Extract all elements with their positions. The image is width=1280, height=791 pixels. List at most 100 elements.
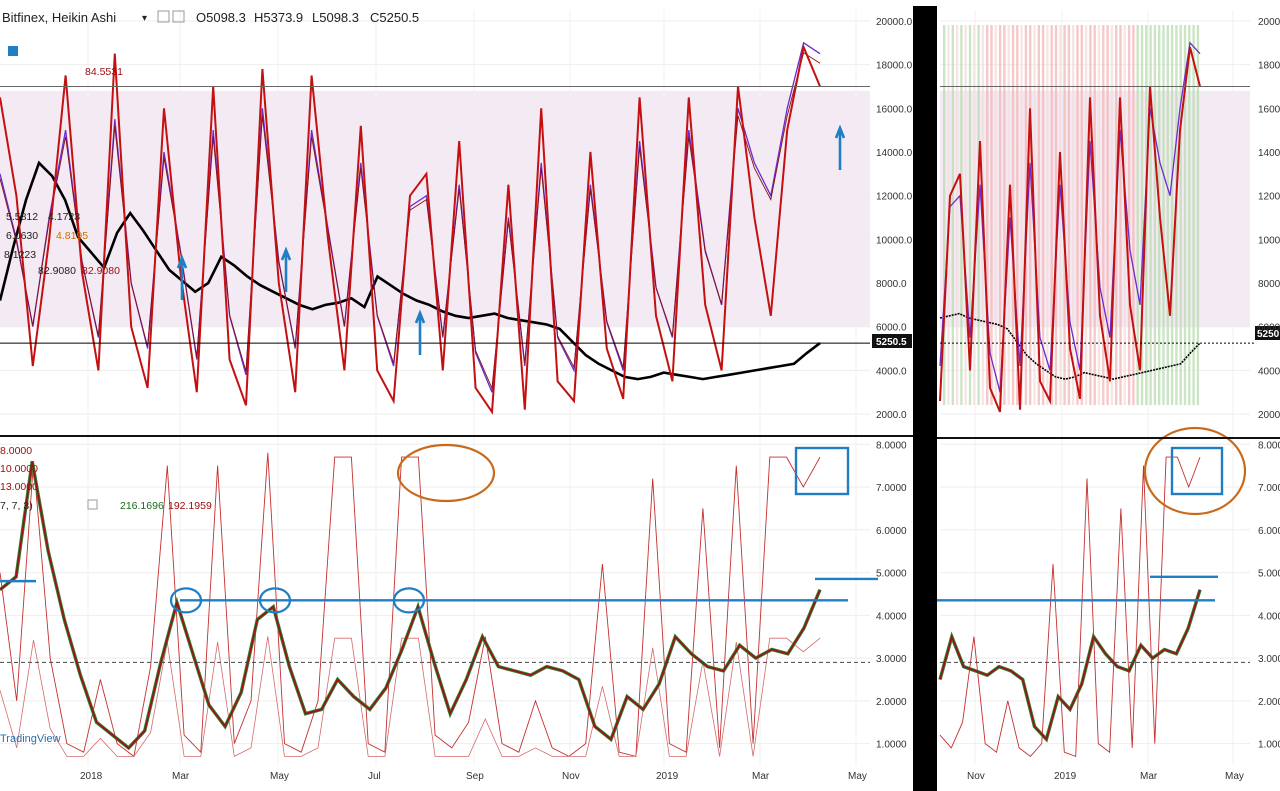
y-tick-label-top-left: 18000.0	[876, 61, 913, 72]
y-tick-label-bottom-left: 3.0000	[876, 654, 907, 665]
right-histogram-bar	[1140, 25, 1144, 405]
x-tick-label-right: Nov	[967, 771, 985, 782]
blue-box-highlight-left	[794, 446, 850, 496]
high-value: H5373.9	[254, 10, 303, 25]
right-histogram-bar	[1183, 25, 1187, 405]
y-tick-label-top-left: 4000.0	[876, 366, 907, 377]
y-tick-label-top-right: 14000	[1258, 148, 1280, 159]
right-histogram-bar	[1037, 25, 1040, 405]
red-signal-line-bottom-right	[939, 589, 1201, 741]
low-line-bottom-left	[0, 636, 821, 758]
right-histogram-bar	[1050, 25, 1053, 405]
right-histogram-bar	[943, 25, 946, 405]
y-tick-label-top-right: 12000	[1258, 192, 1280, 203]
last-price-tag-right-label: 5250	[1257, 329, 1280, 340]
y-tick-label-bottom-right: 8.0000	[1258, 440, 1280, 451]
right-histogram-bar	[1106, 25, 1109, 405]
y-tick-label-top-left: 6000.0	[876, 323, 907, 334]
right-histogram-bar	[1162, 25, 1165, 405]
y-tick-label-top-left: 14000.0	[876, 148, 913, 159]
right-histogram-bar	[998, 25, 1002, 405]
right-histogram-bar	[1076, 25, 1079, 405]
y-tick-label-top-right: 20000	[1258, 17, 1280, 28]
right-histogram-bar	[1080, 25, 1083, 405]
right-histogram-bar	[1110, 25, 1114, 405]
y-tick-label-top-right: 4000	[1258, 366, 1280, 377]
price-series-line	[0, 160, 821, 381]
x-tick-label-left: Mar	[172, 771, 190, 782]
legend-top-row-a: 5.5812	[6, 211, 38, 223]
y-tick-label-bottom-left: 1.0000	[876, 740, 907, 751]
legend-top-row-a2: 4.1723	[48, 211, 80, 223]
right-histogram-bar	[1192, 25, 1195, 405]
right-histogram-bar	[1127, 25, 1131, 405]
blue-up-arrow-annotation	[176, 254, 188, 300]
indicator-eye-icon[interactable]	[8, 46, 18, 56]
right-histogram-bar	[1041, 25, 1045, 405]
right-histogram-bar	[1188, 25, 1191, 405]
right-histogram-bar	[973, 25, 976, 405]
right-histogram-bar	[1059, 25, 1062, 405]
right-histogram-bar	[1046, 25, 1049, 405]
legend-bottom-row-4c: 192.1959	[168, 500, 212, 512]
right-histogram-bar	[1067, 25, 1071, 405]
y-tick-label-top-left: 16000.0	[876, 104, 913, 115]
y-tick-label-top-right: 18000	[1258, 61, 1280, 72]
right-histogram-bar	[1016, 25, 1019, 405]
x-tick-label-left: 2019	[656, 771, 679, 782]
x-tick-label-right: May	[1225, 771, 1244, 782]
dropdown-chevron-icon[interactable]: ▾	[142, 13, 147, 24]
blue-circle-marker	[392, 587, 426, 614]
legend-top-row-d2: 82.9080	[82, 265, 120, 277]
legend-top-value-1: 84.5531	[85, 66, 123, 78]
close-value: C5250.5	[370, 10, 419, 25]
tradingview-watermark: TradingView	[0, 733, 61, 745]
overbought-band-left	[0, 90, 870, 327]
legend-bottom-row-4a: 7, 7, 3)	[0, 500, 33, 512]
last-price-tag-right	[1255, 326, 1280, 340]
x-tick-label-right: 2019	[1054, 771, 1077, 782]
legend-bottom-row-1: 8.0000	[0, 445, 32, 457]
y-tick-label-top-right: 16000	[1258, 104, 1280, 115]
right-histogram-bar	[990, 25, 993, 405]
y-tick-label-top-right: 8000	[1258, 279, 1280, 290]
spike-line-bottom-right	[939, 456, 1201, 758]
orange-ellipse-highlight-right	[1143, 426, 1247, 516]
legend-bottom-row-3: 13.0000	[0, 481, 38, 493]
right-histogram-bar	[951, 25, 954, 405]
y-tick-label-bottom-left: 4.0000	[876, 611, 907, 622]
settings-square-icon[interactable]	[157, 10, 170, 23]
blue-circle-marker	[258, 587, 292, 614]
right-histogram-bar	[964, 25, 967, 405]
close-square-icon[interactable]	[172, 10, 185, 23]
right-histogram-bar	[1196, 25, 1200, 405]
y-tick-label-bottom-right: 3.0000	[1258, 654, 1280, 665]
blue-up-arrow-annotation	[414, 309, 426, 355]
x-tick-label-left: Jul	[368, 771, 381, 782]
panel-separator-vertical	[913, 6, 937, 791]
x-tick-label-left: Nov	[562, 771, 580, 782]
x-tick-label-left: Mar	[752, 771, 770, 782]
indicator-settings-icon[interactable]	[87, 499, 98, 510]
y-tick-label-top-right: 10000	[1258, 235, 1280, 246]
y-tick-label-bottom-left: 8.0000	[876, 440, 907, 451]
right-histogram-bar	[1029, 25, 1032, 405]
open-value: O5098.3	[196, 10, 246, 25]
legend-top-row-b2: 4.8195	[56, 230, 88, 242]
legend-bottom-row-2: 10.0000	[0, 463, 38, 475]
right-histogram-bar	[1011, 25, 1015, 405]
legend-top-row-d: 82.9080	[38, 265, 76, 277]
y-tick-label-top-left: 10000.0	[876, 235, 913, 246]
right-histogram-bar	[1179, 25, 1182, 405]
right-histogram-bar	[1170, 25, 1174, 405]
right-histogram-bar	[955, 25, 959, 405]
right-histogram-bar	[1072, 25, 1075, 405]
right-histogram-bar	[968, 25, 972, 405]
red-oscillator-line-top-right	[939, 46, 1201, 413]
blue-circle-marker	[169, 587, 203, 614]
legend-top-row-c: 8.1223	[4, 249, 36, 261]
red-oscillator-line-top-left	[0, 43, 821, 415]
x-tick-label-left: May	[848, 771, 867, 782]
legend-top-row-b: 6.0630	[6, 230, 38, 242]
